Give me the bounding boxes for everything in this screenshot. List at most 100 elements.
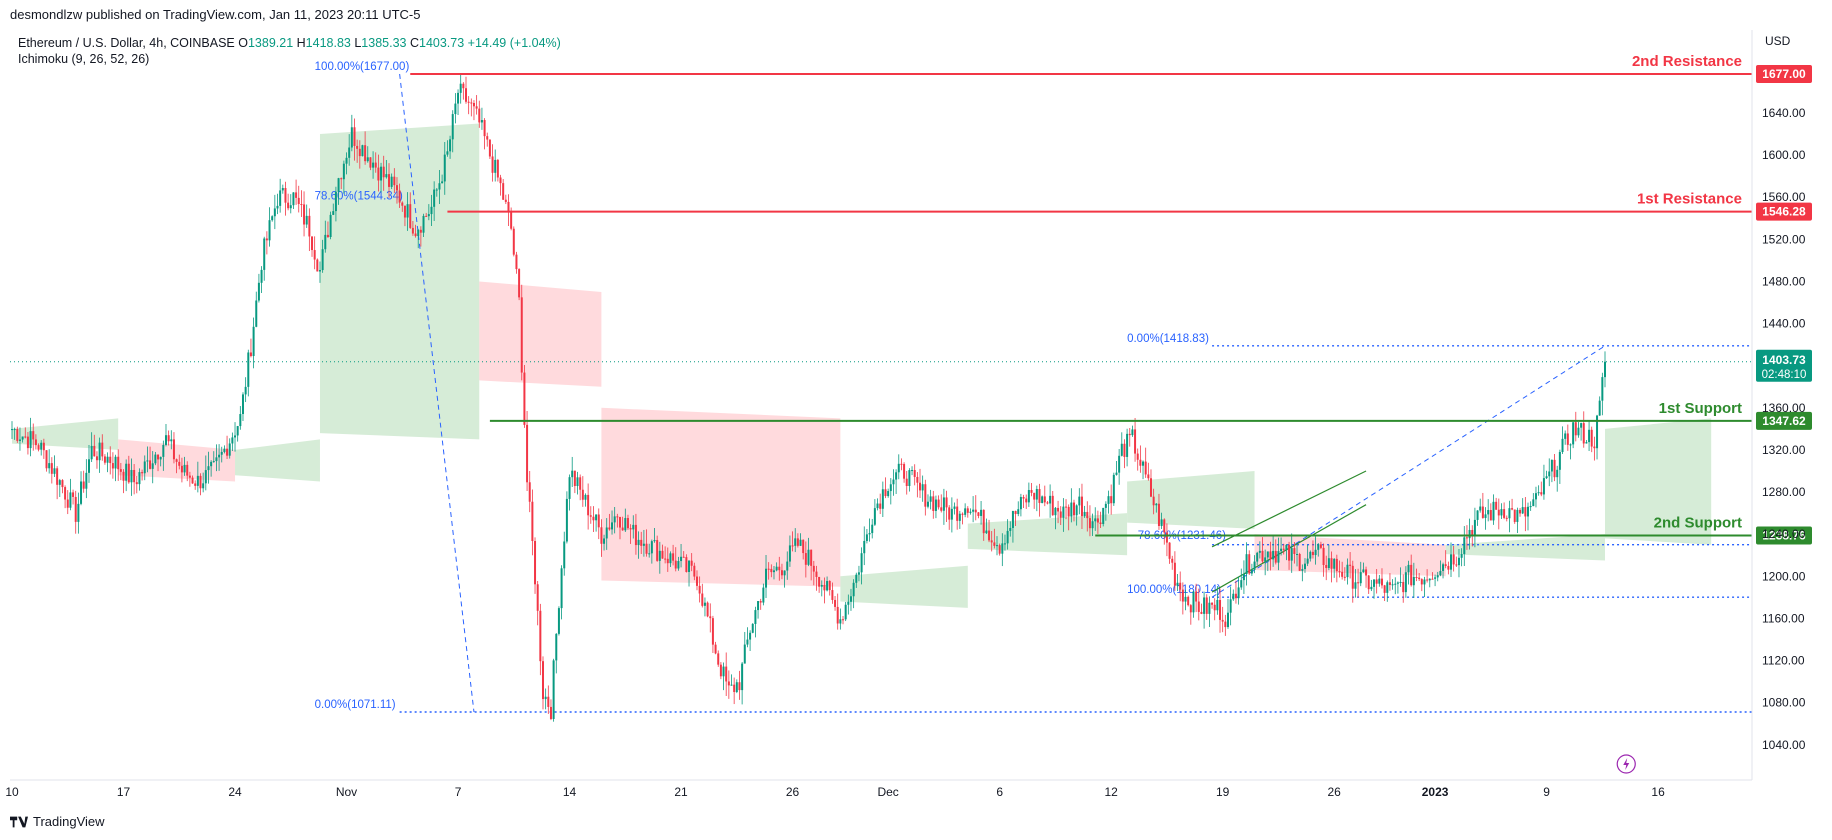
indicator-legend[interactable]: Ichimoku (9, 26, 52, 26) [18, 52, 150, 66]
candle-body [950, 508, 953, 520]
candle-body [1096, 518, 1099, 523]
candle-body [1237, 587, 1240, 599]
candle-body [204, 470, 207, 484]
candle-body [1272, 550, 1275, 560]
candle-body [167, 435, 170, 442]
candle-body [1134, 429, 1137, 454]
candle-body [467, 101, 470, 103]
candle-body [1197, 601, 1200, 612]
candle-body [618, 517, 621, 528]
candle-body [18, 439, 21, 441]
candle-body [812, 565, 815, 572]
candle-body [839, 619, 842, 624]
candle-body [603, 538, 606, 544]
fib-label: 78.60%(1544.34) [315, 191, 403, 203]
level-price-tag [1756, 526, 1812, 545]
candle-body [417, 229, 420, 237]
candle-body [961, 513, 964, 515]
candle-body [831, 590, 834, 600]
candle-body [125, 463, 128, 481]
candle-body [268, 220, 271, 241]
candle-body [478, 108, 481, 123]
candle-body [666, 558, 669, 564]
candle-body [223, 448, 226, 452]
candle-body [122, 471, 125, 481]
candle-body [549, 706, 552, 719]
candle-body [834, 599, 837, 607]
candle-body [85, 472, 88, 489]
candle-body [1548, 471, 1551, 477]
candle-body [1083, 511, 1086, 517]
time-tick-label: 19 [1216, 785, 1230, 799]
candle-body [1537, 492, 1540, 494]
candle-body [1540, 492, 1543, 495]
candle-body [1019, 497, 1022, 510]
candle-body [1378, 578, 1381, 584]
level-name: 2nd Resistance [1632, 53, 1742, 70]
tradingview-footer[interactable]: TradingView [10, 814, 105, 829]
candle-body [1014, 511, 1017, 515]
candle-body [502, 183, 505, 200]
candle-body [1319, 544, 1322, 548]
candle-body [597, 514, 600, 528]
candle-body [234, 435, 237, 438]
candle-body [836, 606, 839, 624]
candle-body [733, 684, 736, 693]
candle-body [80, 481, 83, 504]
candle-body [276, 205, 279, 209]
candle-body [791, 545, 794, 547]
candle-body [297, 197, 300, 205]
candle-body [557, 608, 560, 634]
candle-body [1187, 596, 1190, 606]
candle-body [796, 538, 799, 546]
candle-body [966, 508, 969, 513]
candle-body [1386, 582, 1389, 593]
level-name: 1st Support [1659, 400, 1742, 417]
candle-body [218, 454, 221, 458]
candle-body [382, 166, 385, 178]
candle-body [287, 202, 290, 209]
candle-body [1338, 571, 1341, 573]
candle-body [1598, 400, 1601, 416]
candle-body [640, 539, 643, 546]
price-tick-label: 1280.00 [1762, 485, 1806, 499]
candle-body [1473, 519, 1476, 537]
candle-body [1556, 469, 1559, 478]
candle-body [1357, 582, 1360, 584]
brand-name: TradingView [33, 814, 105, 829]
channel-line-upper [1211, 470, 1367, 548]
price-tick-label: 1560.00 [1762, 190, 1806, 204]
overlay: 1403.73 02:48:10 [1616, 349, 1812, 774]
candle-body [698, 585, 701, 594]
candle-body [964, 508, 967, 515]
candle-body [921, 484, 924, 491]
time-tick-label: Dec [877, 785, 898, 799]
candle-body [913, 470, 916, 477]
candle-body [1487, 510, 1490, 515]
ichimoku-cloud-segment [1605, 418, 1712, 545]
candle-body [427, 214, 430, 217]
candle-body [810, 549, 813, 566]
candle-body [908, 470, 911, 487]
candle-body [340, 178, 343, 180]
candle-body [40, 442, 43, 450]
candle-body [114, 456, 117, 469]
candle-body [807, 549, 810, 565]
candle-body [1566, 433, 1569, 445]
candle-body [884, 489, 887, 497]
candle-body [1102, 507, 1105, 525]
candle-body [1604, 361, 1606, 378]
candle-body [244, 386, 247, 395]
candle-body [462, 83, 465, 89]
candle-body [443, 154, 446, 182]
candle-body [1293, 548, 1296, 555]
candle-body [1229, 599, 1232, 613]
high-value: 1418.83 [305, 36, 351, 50]
candle-body [11, 429, 13, 431]
candle-body [393, 176, 396, 186]
candle-body [650, 541, 653, 554]
candle-body [568, 477, 571, 499]
candle-body [762, 587, 765, 603]
candle-body [98, 442, 101, 461]
